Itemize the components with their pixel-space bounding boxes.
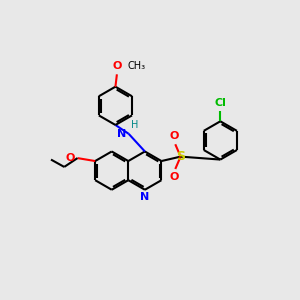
Text: O: O (112, 61, 122, 71)
Text: CH₃: CH₃ (127, 61, 145, 71)
Text: O: O (66, 153, 75, 163)
Text: O: O (169, 131, 178, 141)
Text: S: S (176, 150, 185, 163)
Text: N: N (117, 129, 126, 139)
Text: Cl: Cl (214, 98, 226, 108)
Text: H: H (131, 120, 138, 130)
Text: O: O (169, 172, 178, 182)
Text: N: N (140, 192, 149, 202)
